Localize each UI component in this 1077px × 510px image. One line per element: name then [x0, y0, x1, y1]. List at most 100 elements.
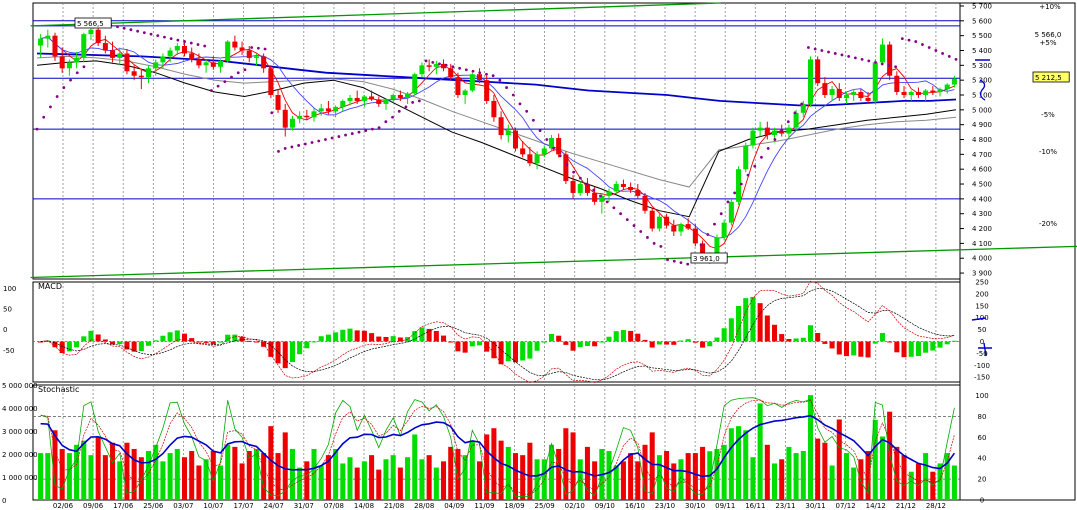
- macd-histogram-bar: [282, 341, 288, 369]
- volume-bar: [110, 442, 116, 500]
- volume-bar: [217, 465, 223, 500]
- volume-bar: [167, 453, 173, 500]
- candle-body: [923, 90, 929, 95]
- macd-histogram-bar: [311, 341, 317, 343]
- macd-histogram-bar: [714, 337, 720, 342]
- candle-body: [45, 35, 51, 39]
- x-tick-label: 14/08: [354, 502, 374, 510]
- macd-histogram-bar: [476, 341, 483, 346]
- psar-dot: [867, 59, 871, 63]
- x-tick-label: 17/06: [113, 502, 134, 510]
- x-tick-label: 30/11: [805, 502, 825, 510]
- macd-histogram-bar: [807, 325, 814, 342]
- candle-body: [858, 92, 864, 98]
- psar-dot: [417, 99, 421, 103]
- stoch-right-tick: 100: [975, 392, 988, 400]
- volume-bar: [793, 453, 799, 500]
- macd-histogram-bar: [793, 338, 799, 342]
- psar-dot: [330, 136, 334, 140]
- volume-bar: [268, 426, 274, 500]
- macd-histogram-bar: [750, 296, 756, 342]
- candle-body: [951, 78, 957, 85]
- x-tick-label: 11/09: [474, 502, 494, 510]
- volume-bar: [772, 463, 778, 500]
- psar-dot: [679, 261, 683, 265]
- candle-body: [678, 224, 684, 232]
- volume-bar: [354, 467, 360, 500]
- macd-histogram-bar: [772, 324, 778, 342]
- volume-bar: [606, 451, 612, 500]
- macd-histogram-bar: [124, 341, 130, 350]
- candle-body: [476, 74, 483, 81]
- psar-dot: [699, 243, 703, 247]
- macd-histogram-bar: [843, 341, 849, 357]
- candle-body: [843, 95, 849, 98]
- macd-histogram-bar: [736, 306, 742, 342]
- candle-body: [297, 115, 303, 119]
- psar-dot: [558, 154, 562, 158]
- x-tick-label: 17/07: [234, 502, 254, 510]
- candle-body: [232, 41, 238, 48]
- candle-body: [570, 181, 576, 193]
- macd-histogram-bar: [541, 341, 547, 343]
- candle-body: [376, 99, 382, 104]
- psar-dot: [934, 49, 938, 52]
- volume-bar: [102, 455, 108, 500]
- price-tick-label: 5 100: [972, 92, 992, 100]
- psar-dot: [612, 206, 616, 210]
- candle-body: [225, 41, 231, 61]
- macd-title: MACD: [38, 282, 62, 291]
- candle-body: [685, 224, 691, 229]
- macd-histogram-bar: [786, 339, 792, 342]
- volume-bar: [347, 457, 353, 500]
- psar-dot: [672, 259, 676, 263]
- psar-dot: [223, 80, 227, 84]
- candle-body: [74, 57, 80, 63]
- candle-body: [102, 43, 108, 51]
- psar-dot: [404, 105, 408, 109]
- psar-dot: [317, 139, 321, 143]
- macd-histogram-bar: [556, 335, 562, 342]
- psar-dot: [196, 43, 200, 46]
- volume-bar: [88, 455, 94, 500]
- price-tick-label: 4 700: [972, 151, 992, 159]
- candle-body: [66, 62, 72, 69]
- candle-body: [786, 127, 792, 134]
- psar-dot: [136, 29, 140, 33]
- candle-body: [628, 187, 634, 190]
- psar-dot: [954, 57, 958, 61]
- price-tick-label: 4 100: [972, 240, 992, 248]
- volume-bar: [872, 419, 878, 500]
- price-tick-label: 5 500: [972, 32, 992, 40]
- volume-bar: [390, 455, 396, 500]
- psar-dot: [585, 182, 589, 186]
- volume-bar: [944, 453, 950, 500]
- macd-histogram-bar: [81, 336, 87, 342]
- candle-body: [872, 62, 878, 101]
- psar-dot: [625, 218, 629, 222]
- candle-body: [124, 53, 130, 72]
- x-tick-label: 23/10: [655, 502, 675, 510]
- psar-dot: [739, 182, 743, 186]
- psar-dot: [297, 144, 301, 147]
- volume-bar: [577, 459, 583, 500]
- candle-body: [448, 68, 454, 78]
- psar-dot: [686, 262, 690, 266]
- psar-dot: [49, 105, 52, 109]
- psar-dot: [230, 75, 233, 79]
- volume-bar: [721, 444, 727, 500]
- volume-bar: [433, 467, 439, 500]
- macd-histogram-bar: [390, 336, 396, 342]
- macd-histogram-bar: [448, 341, 454, 343]
- psar-dot: [894, 65, 898, 69]
- psar-dot: [538, 129, 542, 133]
- volume-bar: [894, 446, 900, 500]
- x-tick-label: 09/10: [595, 502, 615, 510]
- candle-body: [397, 95, 403, 98]
- psar-dot: [666, 258, 669, 262]
- candle-body: [915, 92, 921, 95]
- psar-dot: [800, 102, 804, 106]
- macd-histogram-bar: [577, 341, 583, 348]
- psar-dot: [391, 115, 394, 119]
- candle-body: [829, 89, 835, 95]
